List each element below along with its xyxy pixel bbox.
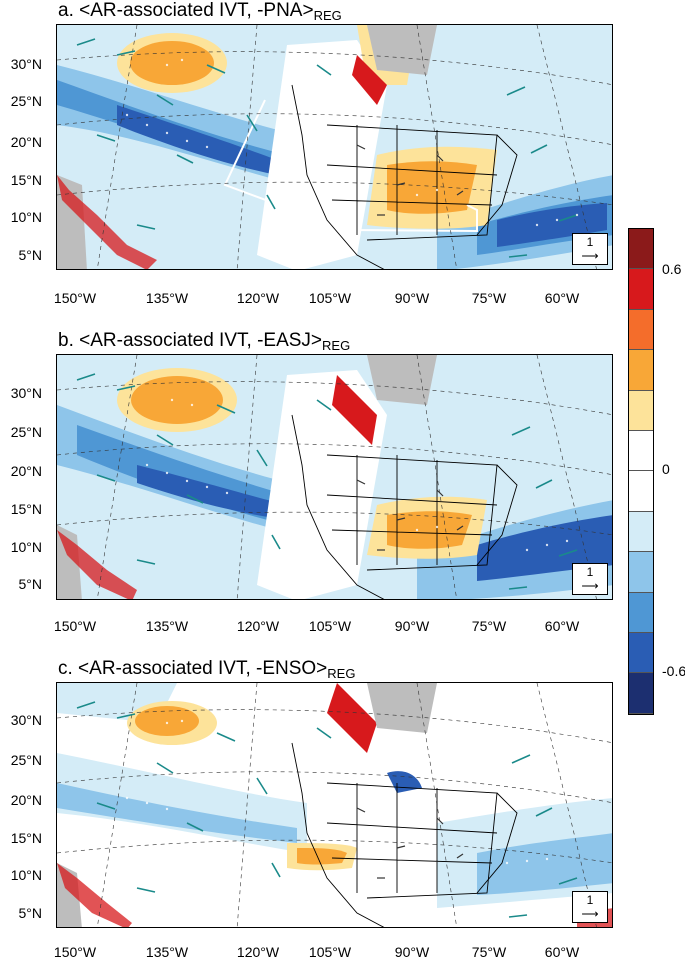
lon-label: 90°W [394,618,430,634]
lon-label: 120°W [236,944,280,960]
lon-label: 75°W [471,944,507,960]
lon-label: 60°W [544,944,580,960]
reference-vector-box: 1 ⟶ [572,891,608,923]
lat-label: 30°N [10,385,42,401]
colorbar-label-zero: 0 [662,461,670,477]
colorbar-segment [629,350,653,391]
lat-label: 10°N [10,867,42,883]
lat-label: 5°N [18,905,43,921]
lon-label: 60°W [544,618,580,634]
lat-label: 20°N [10,792,42,808]
lat-label: 10°N [10,539,42,555]
lon-label: 150°W [53,618,97,634]
lon-label: 150°W [53,944,97,960]
lat-label: 25°N [10,93,42,109]
lat-label: 15°N [10,830,42,846]
lon-label: 75°W [471,290,507,306]
lon-label: 120°W [236,290,280,306]
lon-label: 90°W [394,944,430,960]
reference-arrow-icon: ⟶ [581,907,599,921]
colorbar-segment [629,511,653,553]
lat-label: 15°N [10,172,42,188]
lon-label: 135°W [145,944,189,960]
colorbar-segment [629,269,653,310]
lon-label: 120°W [236,618,280,634]
panel-title: c. <AR-associated IVT, -ENSO>REG [58,658,356,681]
lon-label: 135°W [145,290,189,306]
reference-vector-box: 1 ⟶ [572,233,608,265]
lon-label: 105°W [308,618,352,634]
lat-label: 5°N [18,247,43,263]
lat-label: 15°N [10,501,42,517]
reference-vector-label: 1 [586,893,594,907]
lat-label: 20°N [10,134,42,150]
colorbar-segment [629,552,653,593]
lat-label: 20°N [10,463,42,479]
lon-label: 105°W [308,290,352,306]
lat-label: 30°N [10,712,42,728]
colorbar-segment [629,431,653,472]
lon-label: 150°W [53,290,97,306]
panel-title: b. <AR-associated IVT, -EASJ>REG [58,330,351,353]
colorbar-segment [629,673,653,714]
reference-vector-label: 1 [586,565,594,579]
lat-label: 10°N [10,209,42,225]
lat-label: 30°N [10,56,42,72]
colorbar-segment [629,390,653,432]
reference-arrow-icon: ⟶ [581,249,599,263]
lon-label: 75°W [471,618,507,634]
colorbar-label-min: -0.6 [662,663,685,679]
map-panel-c: 1 ⟶ [56,682,613,928]
lat-label: 25°N [10,752,42,768]
lon-label: 135°W [145,618,189,634]
colorbar [628,228,654,715]
colorbar-segment [629,633,653,674]
colorbar-label-max: 0.6 [662,261,682,277]
map-panel-a: 1 ⟶ [56,24,613,270]
colorbar-segment [629,309,653,351]
lon-label: 60°W [544,290,580,306]
panel-title: a. <AR-associated IVT, -PNA>REG [58,0,342,23]
colorbar-segment [629,471,653,512]
colorbar-segment [629,229,653,270]
colorbar-segment [629,592,653,634]
lat-label: 5°N [18,576,43,592]
map-panel-b: 1 ⟶ [56,354,613,600]
lon-label: 90°W [394,290,430,306]
lon-label: 105°W [308,944,352,960]
reference-vector-box: 1 ⟶ [572,563,608,595]
lat-label: 25°N [10,424,42,440]
reference-vector-label: 1 [586,235,594,249]
reference-arrow-icon: ⟶ [581,579,599,593]
